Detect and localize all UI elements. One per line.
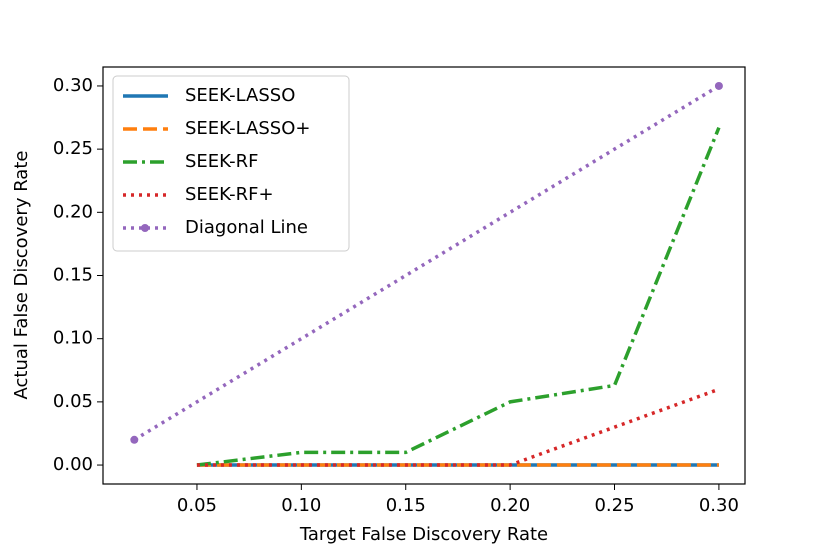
y-tick-label: 0.15	[53, 265, 93, 286]
legend-box	[112, 75, 350, 252]
y-tick-label: 0.25	[53, 138, 93, 159]
series-line	[196, 126, 721, 467]
x-tick-label: 0.15	[386, 495, 426, 516]
y-tick-label: 0.00	[53, 454, 93, 475]
series-marker	[130, 435, 139, 444]
y-tick-label: 0.05	[53, 391, 93, 412]
x-tick-label: 0.05	[177, 495, 217, 516]
x-tick-label: 0.20	[490, 495, 530, 516]
y-axis-label: Actual False Discovery Rate	[11, 151, 32, 400]
legend-marker	[141, 224, 149, 232]
series-marker	[714, 81, 723, 90]
legend-label: SEEK-LASSO	[185, 85, 295, 106]
y-tick-label: 0.10	[53, 328, 93, 349]
x-tick-label: 0.30	[699, 495, 739, 516]
series-line	[196, 387, 720, 467]
series-line	[133, 84, 720, 442]
legend-label: SEEK-RF+	[185, 184, 274, 205]
legend-label: Diagonal Line	[185, 217, 308, 238]
y-tick-label: 0.20	[53, 201, 93, 222]
y-tick-label: 0.30	[53, 75, 93, 96]
legend-label: SEEK-LASSO+	[185, 118, 310, 139]
x-axis-label: Target False Discovery Rate	[299, 524, 548, 545]
x-tick-label: 0.25	[594, 495, 634, 516]
plot-frame	[102, 66, 746, 485]
x-tick-label: 0.10	[281, 495, 321, 516]
legend-label: SEEK-RF	[185, 151, 258, 172]
